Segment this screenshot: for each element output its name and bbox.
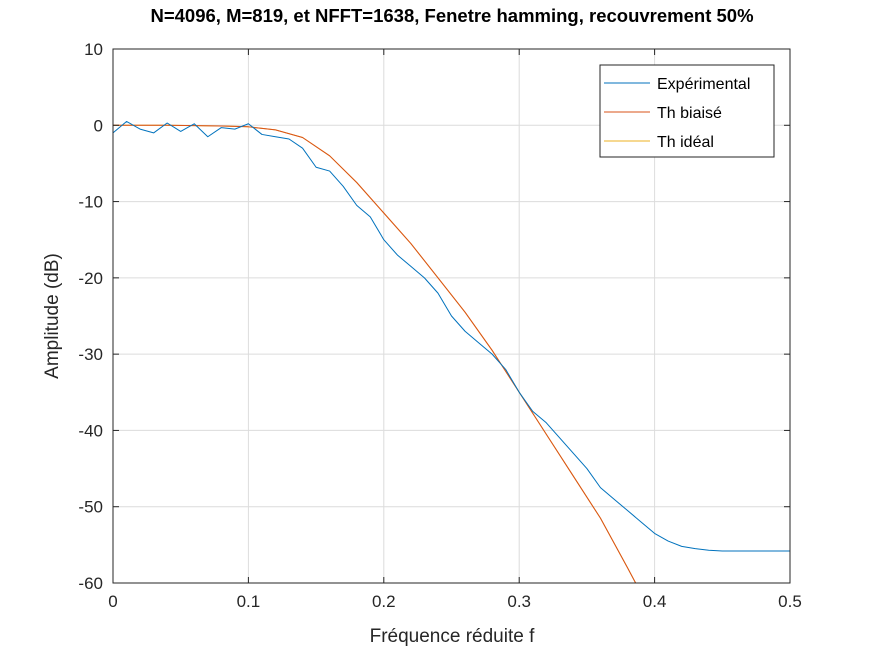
y-tick-label: -10: [78, 193, 103, 212]
y-tick-label: -20: [78, 269, 103, 288]
chart-title: N=4096, M=819, et NFFT=1638, Fenetre ham…: [150, 5, 753, 26]
y-tick-label: -40: [78, 421, 103, 440]
x-tick-label: 0: [108, 592, 117, 611]
axes-box: [112, 48, 791, 584]
legend-label-1: Expérimental: [657, 76, 750, 93]
x-tick-label: 0.5: [778, 592, 802, 611]
series-layer: [112, 120, 790, 584]
y-tick-label: -60: [78, 574, 103, 593]
series-line-2: [113, 124, 637, 584]
grid-lines: [113, 49, 790, 583]
series-line-1: [112, 120, 790, 552]
y-tick-label: 10: [84, 40, 103, 59]
x-tick-label: 0.3: [507, 592, 531, 611]
y-tick-label: -50: [78, 498, 103, 517]
x-tick-label: 0.2: [372, 592, 396, 611]
x-tick-label: 0.1: [237, 592, 261, 611]
axis-ticks: 0 0.1 0.2 0.3 0.4 0.5 10 0 -10 -20 -30 -40 -50 -60: [78, 40, 801, 611]
y-tick-label: -30: [78, 345, 103, 364]
y-tick-label: 0: [94, 116, 103, 135]
x-tick-label: 0.4: [643, 592, 667, 611]
legend-box: [599, 64, 775, 158]
legend-label-3: Th idéal: [657, 134, 714, 151]
legend-label-2: Th biaisé: [657, 105, 722, 122]
legend: Expérimental Th biaisé Th idéal: [599, 64, 775, 158]
x-axis-label: Fréquence réduite f: [370, 626, 535, 647]
y-axis-label: Amplitude (dB): [42, 253, 63, 379]
